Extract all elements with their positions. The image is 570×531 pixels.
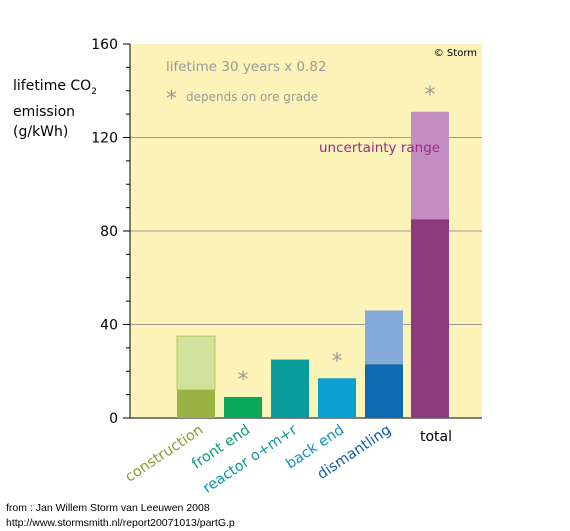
bar-construction [177, 389, 215, 418]
star-marker: * [332, 349, 343, 374]
y-axis-label: lifetime CO2 emission (g/kWh) [13, 76, 97, 142]
bar-back-end [318, 378, 356, 418]
copyright: © Storm [434, 48, 477, 59]
bar-reactor-o-m-r [271, 359, 309, 418]
category-label-total: total [420, 429, 452, 445]
bar-upper-dismantling [365, 310, 403, 365]
source-line-1: from : Jan Willem Storm van Leeuwen 2008 [6, 502, 210, 514]
uncertainty-label: uncertainty range [319, 140, 440, 156]
y-tick-label: 40 [100, 318, 118, 334]
y-tick-label: 120 [91, 131, 118, 147]
star-legend-symbol: * [166, 87, 177, 112]
bar-upper-construction [176, 335, 216, 391]
source-line-2: http://www.stormsmith.nl/report20071013/… [6, 517, 235, 529]
y-tick-label: 160 [91, 37, 118, 53]
bar-dismantling [365, 364, 403, 418]
y-tick-label: 0 [109, 411, 118, 427]
bar-front-end [224, 396, 262, 418]
y-axis-label-line3: (g/kWh) [13, 123, 69, 140]
y-axis-label-line2: emission [13, 103, 76, 120]
star-marker: * [238, 368, 249, 393]
star-legend-text: depends on ore grade [186, 90, 318, 104]
category-label: construction [123, 422, 207, 486]
y-tick-label: 80 [100, 224, 118, 240]
bar-upper-total [411, 111, 449, 220]
y-axis-label-line1: lifetime CO2 [13, 78, 97, 97]
lifetime-note: lifetime 30 years x 0.82 [166, 59, 327, 75]
star-marker: * [425, 83, 436, 108]
bar-total [411, 219, 449, 418]
